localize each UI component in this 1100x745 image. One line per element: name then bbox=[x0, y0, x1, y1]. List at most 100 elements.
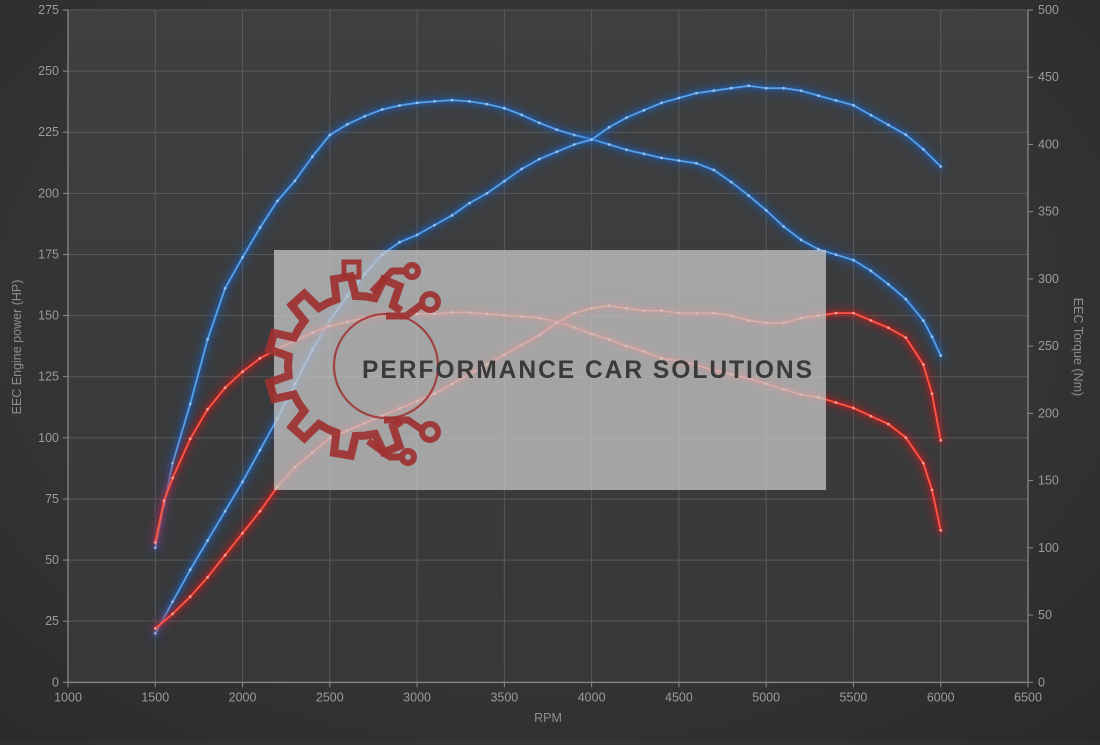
data-point-blue-power bbox=[869, 113, 873, 117]
data-point-blue-torque bbox=[293, 179, 297, 183]
data-point-blue-power bbox=[415, 233, 419, 237]
data-point-blue-torque bbox=[328, 133, 332, 137]
data-point-red-torque bbox=[852, 406, 855, 410]
data-point-blue-torque bbox=[930, 335, 934, 339]
data-point-blue-power bbox=[572, 143, 576, 146]
circuit-node bbox=[399, 448, 417, 466]
data-point-blue-power bbox=[485, 192, 489, 195]
data-point-red-torque bbox=[834, 401, 838, 404]
data-point-blue-torque bbox=[799, 238, 803, 242]
axes bbox=[63, 9, 1033, 688]
data-point-red-torque bbox=[206, 407, 210, 411]
right-tick-label: 150 bbox=[1038, 474, 1059, 488]
data-point-blue-power bbox=[660, 101, 663, 105]
data-point-blue-power bbox=[852, 103, 855, 107]
data-point-blue-torque bbox=[712, 168, 716, 172]
right-tick-label: 300 bbox=[1038, 272, 1059, 286]
left-tick-label: 200 bbox=[38, 186, 59, 200]
data-point-blue-torque bbox=[764, 208, 768, 212]
data-point-blue-power bbox=[764, 86, 768, 90]
data-point-red-torque bbox=[869, 414, 873, 418]
data-point-red-power bbox=[258, 509, 262, 513]
data-point-blue-power bbox=[171, 600, 175, 603]
data-point-red-torque bbox=[153, 541, 157, 544]
x-tick-label: 1000 bbox=[54, 690, 82, 704]
data-point-blue-power bbox=[729, 86, 733, 90]
right-tick-label: 100 bbox=[1038, 541, 1059, 555]
x-tick-label: 1500 bbox=[141, 690, 169, 704]
circuit-trace bbox=[386, 302, 424, 320]
data-point-red-torque bbox=[171, 476, 175, 480]
x-tick-label: 5000 bbox=[752, 690, 780, 704]
data-point-red-torque bbox=[921, 461, 925, 465]
data-point-blue-power bbox=[712, 89, 716, 93]
data-point-blue-power bbox=[799, 89, 803, 93]
data-point-blue-torque bbox=[206, 338, 210, 341]
x-tick-label: 3500 bbox=[490, 690, 518, 704]
data-point-red-power bbox=[930, 392, 934, 396]
data-point-blue-torque bbox=[537, 121, 541, 125]
data-point-blue-torque bbox=[503, 106, 506, 110]
data-point-blue-power bbox=[433, 223, 436, 227]
left-tick-label: 275 bbox=[38, 3, 59, 17]
left-tick-label: 250 bbox=[38, 64, 59, 78]
left-tick-label: 0 bbox=[52, 675, 59, 689]
data-point-blue-torque bbox=[904, 297, 908, 301]
data-point-blue-torque bbox=[311, 155, 314, 159]
data-point-blue-torque bbox=[415, 101, 419, 105]
right-tick-label: 450 bbox=[1038, 70, 1059, 84]
data-point-blue-torque bbox=[869, 269, 873, 273]
right-tick-label: 50 bbox=[1038, 608, 1052, 622]
data-point-blue-torque bbox=[555, 128, 559, 132]
data-point-red-torque bbox=[223, 386, 227, 390]
data-point-blue-power bbox=[747, 84, 751, 88]
data-point-blue-power bbox=[188, 568, 192, 572]
data-point-blue-torque bbox=[380, 108, 384, 111]
data-point-blue-torque bbox=[363, 114, 367, 118]
data-point-red-power bbox=[206, 575, 210, 579]
data-point-blue-torque bbox=[695, 161, 698, 165]
left-tick-label: 150 bbox=[38, 309, 59, 323]
tick-labels: 1000 1500 2000 2500 3000 3500 4000 4500 5000 5500… bbox=[38, 3, 1059, 704]
data-point-blue-torque bbox=[572, 133, 576, 137]
data-point-blue-torque bbox=[834, 253, 838, 257]
data-point-blue-power bbox=[834, 99, 838, 102]
data-point-blue-power bbox=[450, 214, 454, 217]
data-point-blue-torque bbox=[660, 156, 663, 160]
left-tick-label: 50 bbox=[45, 553, 59, 567]
data-point-blue-torque bbox=[223, 286, 227, 290]
data-point-red-power bbox=[939, 438, 943, 442]
data-point-blue-torque bbox=[607, 143, 611, 146]
circuit-node bbox=[419, 421, 441, 443]
left-tick-label: 225 bbox=[38, 125, 59, 139]
data-point-blue-power bbox=[904, 133, 908, 137]
data-point-blue-power bbox=[241, 480, 244, 484]
left-tick-label: 75 bbox=[45, 492, 59, 506]
x-axis-title: RPM bbox=[534, 711, 562, 725]
data-point-blue-torque bbox=[677, 159, 681, 163]
data-point-blue-torque bbox=[625, 148, 628, 152]
data-point-blue-torque bbox=[450, 98, 454, 102]
data-point-red-torque bbox=[939, 529, 943, 532]
data-point-blue-power bbox=[642, 108, 646, 112]
x-tick-label: 3000 bbox=[403, 690, 431, 704]
x-tick-label: 4000 bbox=[578, 690, 606, 704]
right-tick-label: 0 bbox=[1038, 675, 1045, 689]
x-tick-label: 6500 bbox=[1014, 690, 1042, 704]
x-tick-label: 2000 bbox=[229, 690, 257, 704]
data-point-blue-torque bbox=[642, 152, 646, 156]
left-tick-label: 125 bbox=[38, 370, 59, 384]
right-tick-label: 500 bbox=[1038, 3, 1059, 17]
circuit-trace bbox=[365, 438, 400, 461]
data-point-blue-power bbox=[206, 539, 210, 542]
data-point-blue-torque bbox=[188, 402, 192, 406]
x-tick-label: 6000 bbox=[927, 690, 955, 704]
data-point-blue-power bbox=[258, 448, 262, 452]
right-axis-title: EEC Torque (Nm) bbox=[1071, 298, 1085, 396]
data-point-blue-torque bbox=[729, 180, 733, 184]
gear-outline bbox=[264, 271, 405, 461]
data-point-red-torque bbox=[904, 436, 908, 439]
x-tick-label: 5500 bbox=[840, 690, 868, 704]
